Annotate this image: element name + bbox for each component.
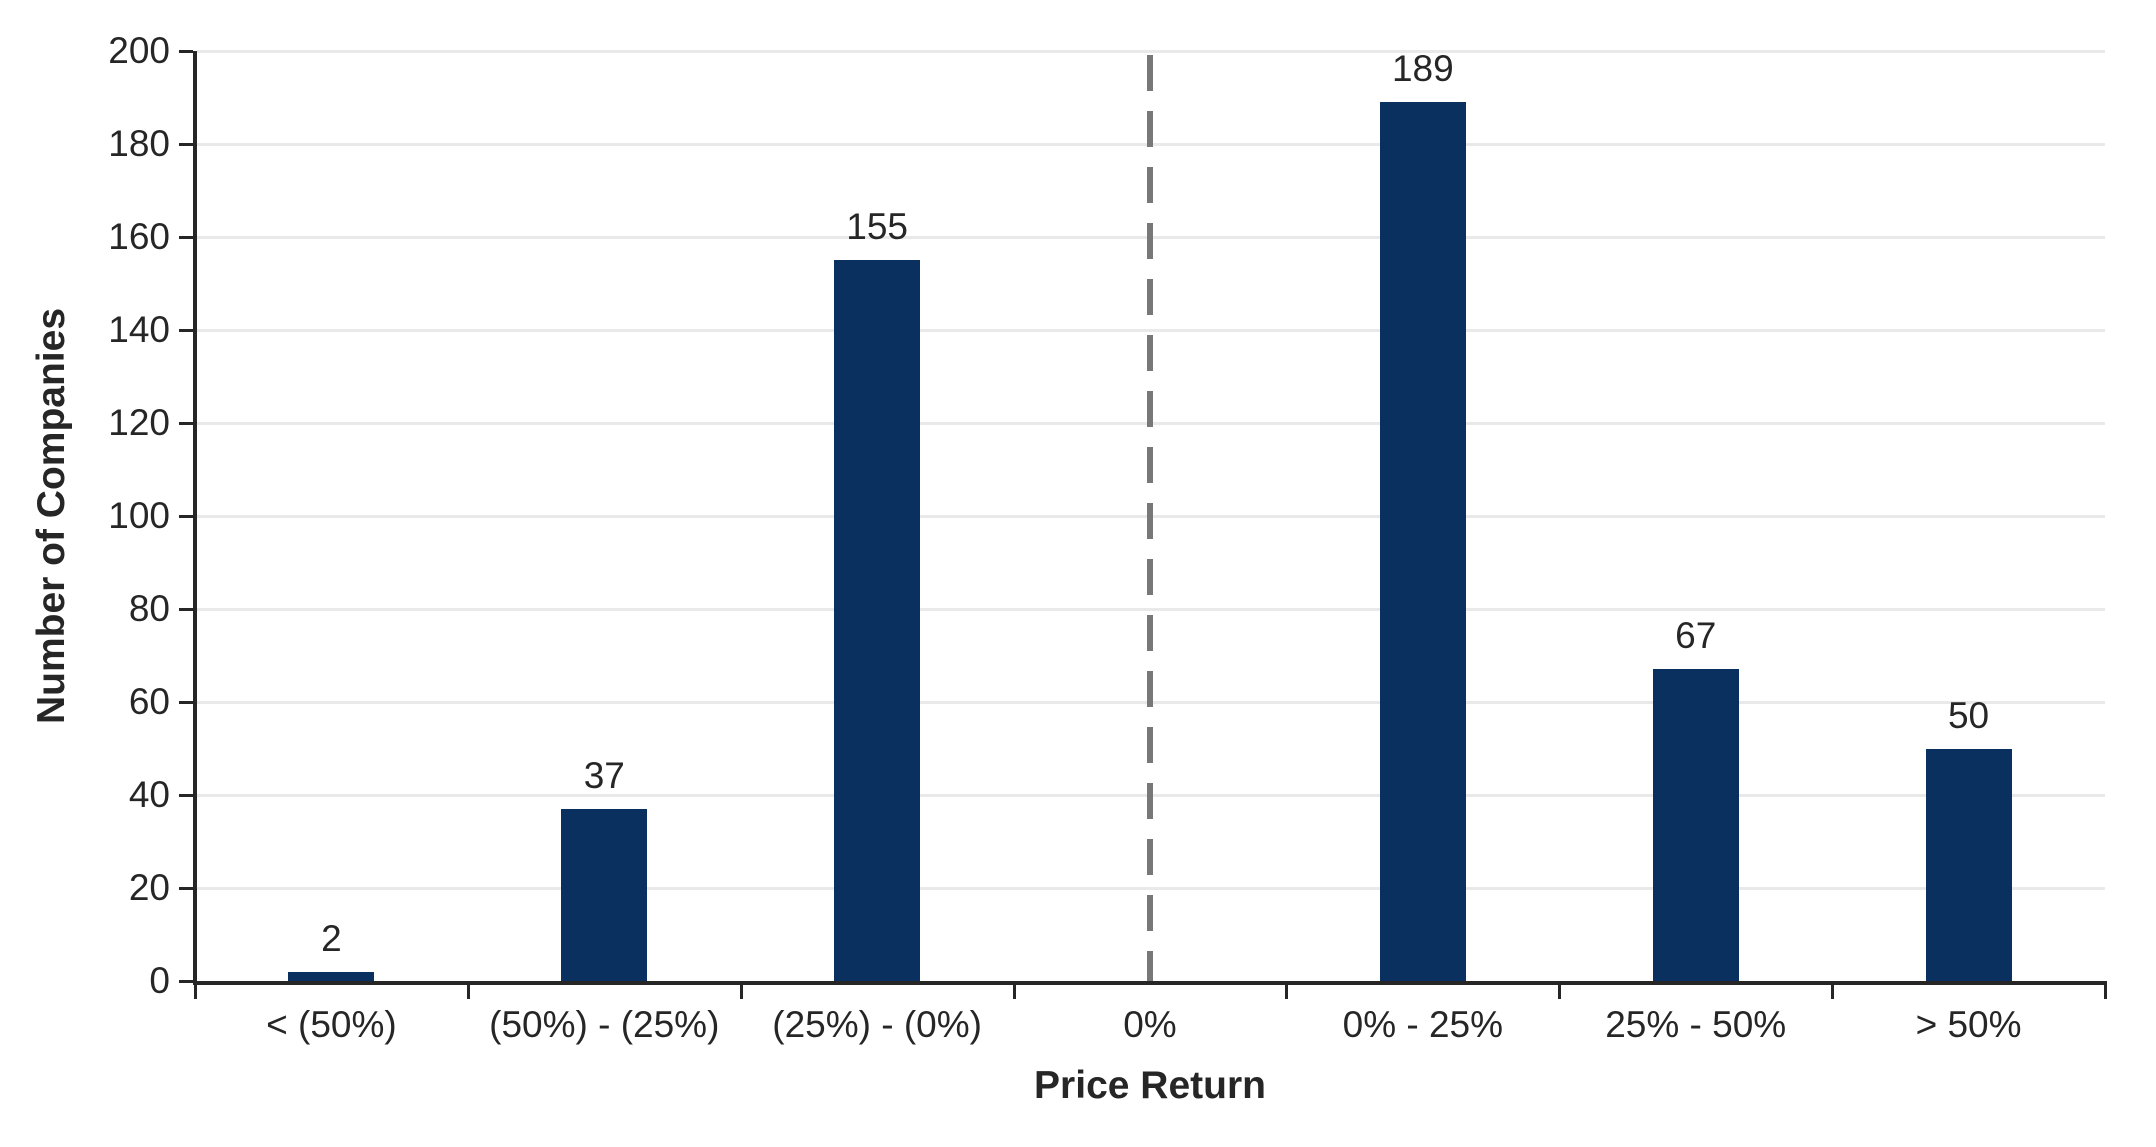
y-tick-label: 20 — [128, 867, 170, 908]
x-axis-line — [193, 981, 2107, 985]
x-axis-tick — [1558, 985, 1562, 999]
y-tick-label: 40 — [128, 774, 170, 815]
y-axis-tick — [179, 50, 193, 53]
x-axis-title: Price Return — [1034, 1064, 1266, 1107]
bar-value-label: 189 — [1391, 48, 1454, 90]
y-axis-tick — [179, 236, 193, 239]
bar-value-label: 50 — [1947, 694, 1990, 736]
bar — [1652, 669, 1739, 981]
x-category-label: 0% — [1123, 1004, 1177, 1045]
gridline — [197, 50, 2105, 53]
zero-reference-line — [1147, 55, 1153, 981]
bar — [834, 260, 921, 981]
y-tick-label: 60 — [128, 681, 170, 722]
y-tick-label: 140 — [108, 309, 170, 350]
x-category-label: 25% - 50% — [1605, 1004, 1787, 1045]
x-category-label: 0% - 25% — [1342, 1004, 1504, 1045]
bar-value-label: 2 — [321, 917, 342, 959]
y-axis-line — [193, 51, 197, 985]
bar-value-label: 67 — [1675, 615, 1717, 657]
y-axis-tick — [179, 887, 193, 890]
x-category-label: > 50% — [1915, 1004, 2022, 1045]
y-tick-label: 0 — [149, 960, 170, 1001]
x-axis-tick — [2104, 985, 2107, 999]
y-axis-tick — [179, 701, 193, 704]
x-axis-tick — [1012, 985, 1016, 999]
x-category-label: (25%) - (0%) — [772, 1004, 982, 1045]
bar — [1379, 102, 1466, 981]
x-axis-tick — [739, 985, 743, 999]
y-axis-tick — [179, 329, 193, 332]
y-tick-label: 200 — [108, 30, 170, 71]
y-tick-label: 80 — [128, 588, 170, 629]
x-axis-tick — [1831, 985, 1835, 999]
bar-value-label: 37 — [583, 754, 625, 796]
x-axis-tick — [1285, 985, 1289, 999]
y-axis-tick — [179, 980, 193, 983]
bar — [288, 971, 375, 981]
y-tick-label: 180 — [108, 123, 170, 164]
y-axis-tick — [179, 422, 193, 425]
y-axis-tick — [179, 794, 193, 797]
x-category-label: (50%) - (25%) — [489, 1004, 720, 1045]
x-axis-tick — [194, 985, 197, 999]
y-axis-tick — [179, 608, 193, 611]
y-axis-tick — [179, 515, 193, 518]
y-tick-label: 160 — [108, 216, 170, 257]
y-tick-label: 120 — [108, 402, 170, 443]
bar-value-label: 155 — [846, 206, 908, 248]
x-axis-tick — [466, 985, 470, 999]
bar — [561, 808, 648, 981]
y-axis-tick — [179, 143, 193, 146]
x-category-label: < (50%) — [266, 1004, 397, 1045]
y-tick-label: 100 — [108, 495, 170, 536]
bar — [1925, 748, 2012, 981]
